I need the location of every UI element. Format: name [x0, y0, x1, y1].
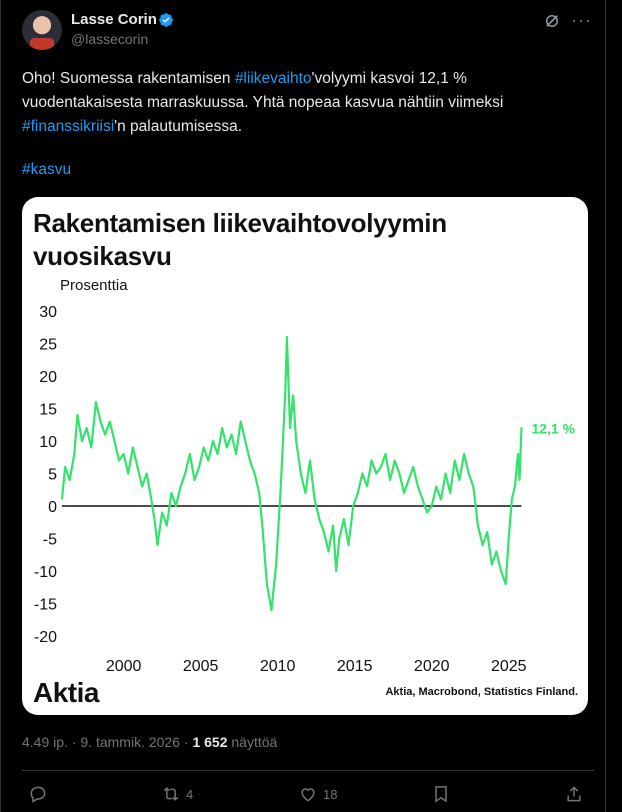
y-tick-label: -20	[34, 629, 57, 646]
like-count: 18	[323, 786, 338, 802]
grok-icon[interactable]	[543, 12, 561, 30]
reply-button[interactable]	[28, 782, 48, 806]
y-tick-label: -15	[34, 597, 57, 614]
share-icon	[567, 786, 581, 802]
y-tick-label: -5	[43, 532, 57, 549]
like-button[interactable]: 18	[298, 782, 337, 806]
tweet-meta: 4.49 ip. · 9. tammik. 2026 · 1 652 näytt…	[22, 734, 278, 750]
heart-icon	[301, 788, 315, 802]
hashtag-liikevaihto[interactable]: #liikevaihto	[234, 70, 312, 87]
avatar[interactable]	[22, 10, 62, 50]
retweet-icon	[163, 787, 179, 801]
x-tick-label: 2005	[183, 658, 219, 675]
bookmark-button[interactable]	[431, 782, 451, 806]
x-tick-label: 2025	[491, 658, 527, 675]
view-count: 1 652	[192, 734, 228, 750]
x-tick-label: 2000	[106, 658, 142, 675]
chart-image-card[interactable]: Rakentamisen liikevaihtovolyymin vuosika…	[22, 197, 588, 715]
bookmark-icon	[435, 786, 447, 803]
verified-badge-icon	[159, 13, 173, 27]
author-handle[interactable]: @lassecorin	[71, 31, 149, 47]
retweet-button[interactable]: 4	[161, 782, 193, 806]
timeline-border-right	[605, 0, 606, 812]
aktia-logo: Aktia	[33, 677, 99, 708]
timeline-border-left	[0, 0, 1, 812]
y-axis-label: Prosenttia	[60, 277, 128, 294]
hashtag-kasvu[interactable]: #kasvu	[22, 161, 72, 178]
retweet-count: 4	[186, 786, 194, 802]
y-tick-label: 25	[39, 337, 57, 354]
y-tick-label: -10	[34, 564, 57, 581]
hashtag-finanssikriisi[interactable]: #finanssikriisi	[22, 118, 115, 135]
end-value-label: 12,1 %	[532, 420, 576, 436]
y-tick-label: 5	[48, 467, 57, 484]
share-button[interactable]	[564, 782, 584, 806]
y-tick-label: 10	[39, 434, 57, 451]
x-tick-label: 2020	[414, 658, 450, 675]
more-options-icon[interactable]: ···	[571, 10, 592, 30]
divider	[22, 770, 594, 771]
chart-title: Rakentamisen liikevaihtovolyymin vuosika…	[33, 208, 447, 271]
y-tick-label: 15	[39, 402, 57, 419]
reply-icon	[30, 786, 46, 803]
chart-source: Aktia, Macrobond, Statistics Finland.	[385, 686, 578, 698]
series-line	[60, 335, 523, 612]
y-tick-label: 20	[39, 369, 57, 386]
tweet-date[interactable]: 9. tammik. 2026	[80, 734, 180, 750]
tweet-text: Oho! Suomessa rakentamisen #liikevaihto'…	[22, 70, 504, 135]
y-tick-label: 30	[39, 304, 57, 321]
x-tick-label: 2010	[260, 658, 296, 675]
author-name[interactable]: Lasse Corin	[71, 11, 157, 28]
x-tick-label: 2015	[337, 658, 373, 675]
tweet-time[interactable]: 4.49 ip.	[22, 734, 68, 750]
y-tick-label: 0	[48, 499, 57, 516]
